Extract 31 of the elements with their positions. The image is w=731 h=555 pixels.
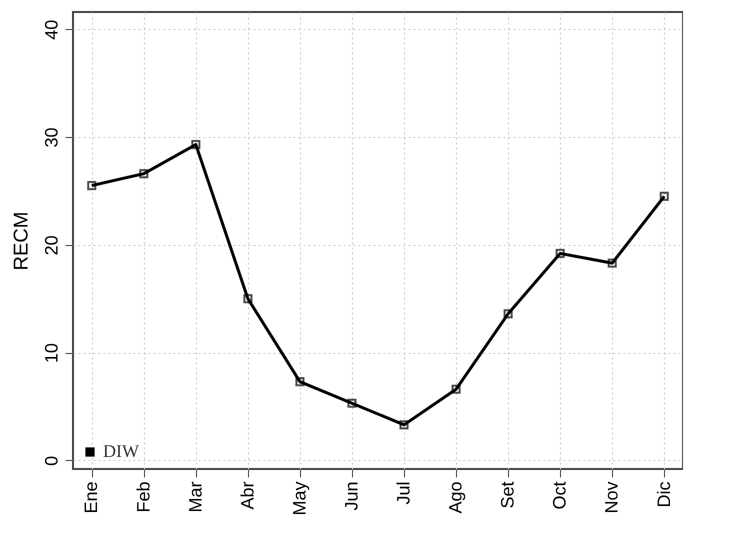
x-tick-label: Ene xyxy=(81,482,102,514)
point xyxy=(243,294,252,304)
point xyxy=(556,248,565,258)
point xyxy=(139,169,148,178)
y-tick-label: 20 xyxy=(42,235,62,256)
x-tick-label: Mar xyxy=(185,481,206,512)
x-tick-label: Jun xyxy=(341,482,362,511)
x-tick-label: Abr xyxy=(237,482,258,510)
y-tick-label: 0 xyxy=(42,456,62,466)
x-tick-label: Oct xyxy=(550,482,570,510)
y-tick-label: 10 xyxy=(42,343,62,364)
point xyxy=(399,420,409,430)
x-tick-label: Feb xyxy=(133,482,154,513)
y-tick-label: 30 xyxy=(42,128,62,148)
x-tick-label: Ago xyxy=(446,482,466,514)
point xyxy=(504,309,513,318)
point xyxy=(608,258,617,268)
x-tick-label: Nov xyxy=(602,482,622,514)
point xyxy=(87,180,96,190)
point xyxy=(452,384,461,394)
point xyxy=(191,140,200,150)
x-tick-label: Dic xyxy=(654,482,674,508)
x-tick-label: May xyxy=(289,482,310,516)
point xyxy=(347,398,357,408)
point xyxy=(660,192,669,201)
legend-label: DIW xyxy=(103,441,139,461)
x-tick-label: Jul xyxy=(394,482,414,505)
x-tick-label: Set xyxy=(498,482,518,509)
y-tick-label: 40 xyxy=(42,20,62,40)
point xyxy=(295,377,304,386)
y-axis-title: RECM xyxy=(10,212,32,270)
